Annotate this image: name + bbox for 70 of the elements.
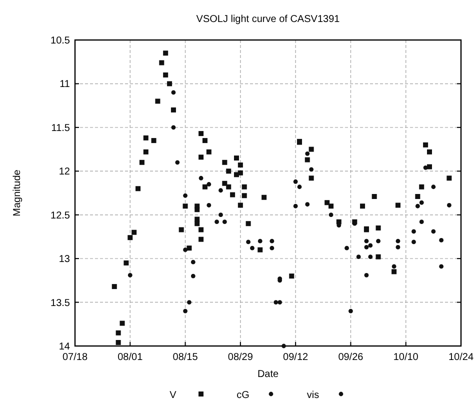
point bbox=[344, 246, 349, 250]
x-tick-label: 08/01 bbox=[118, 352, 144, 363]
x-axis-title: Date bbox=[257, 369, 279, 380]
y-tick-label: 10.5 bbox=[50, 36, 70, 46]
point bbox=[368, 254, 373, 260]
point bbox=[392, 264, 396, 269]
point bbox=[250, 246, 254, 250]
legend-label: V bbox=[170, 390, 177, 401]
point bbox=[206, 182, 212, 186]
x-tick-label: 07/18 bbox=[62, 352, 88, 363]
point bbox=[282, 344, 286, 348]
chart-title: VSOLJ light curve of CASV1391 bbox=[196, 14, 340, 25]
point bbox=[305, 151, 310, 156]
legend-label: vis bbox=[306, 390, 320, 401]
point bbox=[376, 238, 380, 244]
point bbox=[431, 184, 436, 190]
point bbox=[412, 240, 416, 244]
point bbox=[293, 179, 298, 184]
point bbox=[175, 160, 180, 165]
point bbox=[297, 184, 302, 190]
point bbox=[309, 167, 314, 172]
y-tick-label: 12.5 bbox=[50, 210, 70, 222]
x-tick-label: 08/29 bbox=[228, 352, 254, 363]
point bbox=[305, 202, 310, 207]
point bbox=[328, 212, 334, 218]
point bbox=[364, 272, 369, 278]
point bbox=[396, 245, 400, 250]
y-tick-label: 12 bbox=[58, 166, 70, 178]
point bbox=[412, 229, 416, 234]
y-tick-label: 13.5 bbox=[50, 298, 70, 309]
legend-label: cG bbox=[236, 390, 250, 401]
point bbox=[431, 229, 436, 234]
point bbox=[190, 260, 196, 264]
y-tick-label: 11 bbox=[60, 79, 70, 90]
y-axis-title: Magnitude bbox=[12, 169, 23, 216]
y-tick-label: 14 bbox=[58, 342, 70, 352]
x-tick-label: 08/15 bbox=[172, 352, 198, 363]
point bbox=[368, 243, 373, 248]
point bbox=[419, 200, 424, 205]
point bbox=[246, 240, 251, 244]
point bbox=[446, 203, 452, 208]
point bbox=[396, 238, 400, 244]
point bbox=[258, 238, 262, 244]
point bbox=[423, 165, 428, 170]
y-tick-label: 11.5 bbox=[51, 122, 70, 134]
point bbox=[293, 204, 298, 208]
point bbox=[128, 272, 132, 278]
x-tick-label: 09/12 bbox=[283, 352, 309, 363]
point bbox=[415, 204, 420, 208]
point bbox=[439, 264, 444, 269]
x-tick-label: 10/24 bbox=[448, 352, 474, 363]
point bbox=[270, 246, 274, 250]
point bbox=[218, 188, 223, 193]
point bbox=[218, 212, 223, 218]
point bbox=[222, 220, 227, 224]
x-tick-label: 09/26 bbox=[338, 352, 364, 363]
y-tick-label: 13 bbox=[58, 254, 70, 266]
x-tick-label: 10/10 bbox=[393, 352, 419, 363]
point bbox=[171, 125, 176, 130]
point bbox=[270, 238, 274, 244]
point bbox=[364, 245, 369, 250]
point bbox=[206, 203, 212, 208]
point bbox=[171, 90, 176, 95]
point bbox=[198, 176, 204, 180]
point bbox=[356, 254, 361, 260]
point bbox=[439, 238, 444, 242]
point bbox=[419, 220, 424, 224]
point bbox=[214, 220, 219, 224]
point bbox=[364, 238, 369, 244]
point bbox=[190, 274, 196, 278]
